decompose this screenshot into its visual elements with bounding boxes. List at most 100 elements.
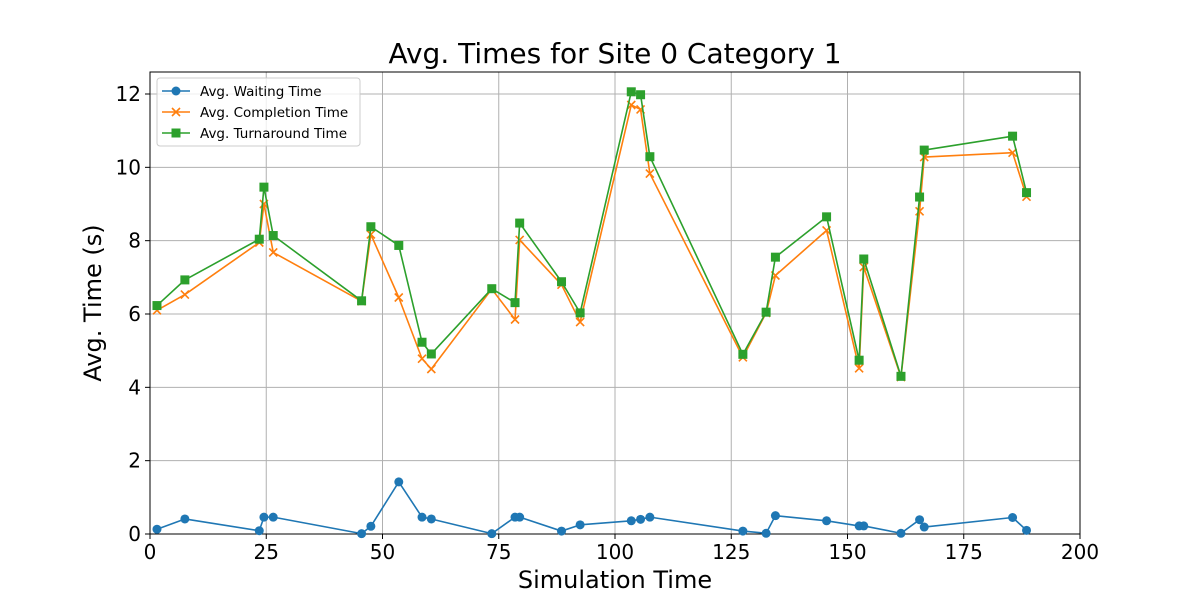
x-tick-label: 75 bbox=[486, 540, 511, 564]
legend: Avg. Waiting Time Avg. Completion Time Avg… bbox=[156, 77, 361, 147]
x-tick-label: 175 bbox=[945, 540, 983, 564]
data-point-avg-turnaround-time bbox=[575, 308, 585, 318]
data-point-avg-waiting-time bbox=[180, 514, 190, 524]
data-point-avg-completion-time bbox=[268, 247, 278, 257]
data-point-avg-turnaround-time bbox=[1022, 188, 1032, 198]
x-tick-label: 100 bbox=[596, 540, 634, 564]
data-point-avg-completion-time bbox=[854, 363, 864, 373]
data-point-avg-waiting-time bbox=[268, 512, 278, 522]
x-tick-label: 150 bbox=[828, 540, 866, 564]
legend-item: Avg. Completion Time bbox=[162, 105, 348, 121]
chart-title: Avg. Times for Site 0 Category 1 bbox=[388, 37, 841, 70]
data-point-avg-waiting-time bbox=[254, 526, 264, 536]
data-point-avg-completion-time bbox=[515, 235, 525, 245]
data-point-avg-turnaround-time bbox=[822, 212, 832, 222]
data-point-avg-waiting-time bbox=[366, 521, 376, 531]
data-point-avg-waiting-time bbox=[1022, 525, 1032, 535]
data-point-avg-completion-time bbox=[180, 290, 190, 300]
data-point-avg-turnaround-time bbox=[254, 234, 264, 244]
data-point-avg-turnaround-time bbox=[357, 296, 367, 306]
data-point-avg-waiting-time bbox=[770, 511, 780, 521]
legend-item: Avg. Waiting Time bbox=[162, 84, 322, 100]
data-point-avg-waiting-time bbox=[515, 512, 525, 522]
data-point-avg-waiting-time bbox=[575, 520, 585, 530]
data-point-avg-completion-time bbox=[366, 229, 376, 239]
data-point-avg-completion-time bbox=[510, 314, 520, 325]
x-tick-label: 0 bbox=[144, 540, 157, 564]
data-point-avg-turnaround-time bbox=[915, 192, 925, 202]
data-point-avg-waiting-time bbox=[259, 512, 269, 522]
data-point-avg-turnaround-time bbox=[896, 371, 906, 381]
y-tick-label: 4 bbox=[128, 375, 141, 399]
y-tick-label: 6 bbox=[128, 302, 141, 326]
data-point-avg-turnaround-time bbox=[268, 231, 278, 241]
data-point-avg-turnaround-time bbox=[557, 277, 567, 287]
legend-label: Avg. Completion Time bbox=[200, 105, 348, 121]
data-point-avg-waiting-time bbox=[896, 528, 906, 538]
data-point-avg-turnaround-time bbox=[738, 349, 748, 359]
y-tick-label: 12 bbox=[116, 82, 141, 106]
data-point-avg-waiting-time bbox=[738, 526, 748, 536]
data-point-avg-turnaround-time bbox=[180, 275, 190, 285]
y-tick-label: 0 bbox=[128, 522, 141, 546]
data-point-avg-turnaround-time bbox=[515, 218, 525, 228]
data-point-avg-turnaround-time bbox=[854, 355, 864, 365]
data-point-avg-turnaround-time bbox=[636, 90, 646, 100]
data-point-avg-completion-time bbox=[394, 292, 404, 303]
legend-box bbox=[156, 77, 361, 147]
data-point-avg-completion-time bbox=[575, 317, 585, 327]
data-point-avg-turnaround-time bbox=[919, 145, 929, 155]
y-tick-label: 2 bbox=[128, 449, 141, 473]
data-point-avg-completion-time bbox=[645, 169, 655, 179]
data-point-avg-waiting-time bbox=[487, 529, 497, 539]
data-point-avg-completion-time bbox=[426, 364, 436, 374]
data-point-avg-completion-time bbox=[417, 354, 427, 364]
x-tick-label: 50 bbox=[370, 540, 395, 564]
data-point-avg-waiting-time bbox=[394, 477, 404, 487]
data-point-avg-waiting-time bbox=[636, 514, 646, 524]
data-point-avg-waiting-time bbox=[152, 524, 162, 534]
data-point-avg-turnaround-time bbox=[1008, 131, 1018, 141]
y-axis-title: Avg. Time (s) bbox=[79, 224, 107, 381]
data-point-avg-waiting-time bbox=[822, 516, 832, 526]
series-avg-turnaround-time bbox=[152, 87, 1032, 381]
data-point-avg-turnaround-time bbox=[510, 298, 520, 308]
data-point-avg-waiting-time bbox=[626, 516, 636, 526]
y-tick-label: 8 bbox=[128, 229, 141, 253]
data-point-avg-waiting-time bbox=[859, 521, 869, 531]
data-point-avg-waiting-time bbox=[417, 512, 427, 522]
data-point-avg-turnaround-time bbox=[394, 240, 404, 250]
data-point-avg-waiting-time bbox=[357, 529, 367, 539]
data-point-avg-completion-time bbox=[915, 206, 925, 216]
data-point-avg-waiting-time bbox=[426, 514, 436, 524]
data-series bbox=[152, 87, 1032, 539]
data-point-avg-turnaround-time bbox=[152, 301, 162, 311]
legend-swatch-marker bbox=[171, 86, 181, 96]
data-point-avg-turnaround-time bbox=[259, 182, 269, 192]
data-point-avg-turnaround-time bbox=[487, 284, 497, 294]
data-point-avg-turnaround-time bbox=[626, 87, 636, 97]
axis-ticks: 0 25 50 75 100 125 150 175 200 0 2 4 6 8 10 12 bbox=[116, 82, 1100, 564]
legend-swatch-marker bbox=[171, 128, 181, 138]
x-tick-label: 200 bbox=[1061, 540, 1099, 564]
x-axis-title: Simulation Time bbox=[518, 566, 712, 594]
legend-label: Avg. Waiting Time bbox=[200, 84, 322, 100]
legend-item: Avg. Turnaround Time bbox=[162, 126, 347, 142]
data-point-avg-waiting-time bbox=[645, 512, 655, 522]
data-point-avg-turnaround-time bbox=[417, 337, 427, 347]
data-point-avg-turnaround-time bbox=[366, 222, 376, 232]
legend-label: Avg. Turnaround Time bbox=[200, 126, 347, 142]
data-point-avg-waiting-time bbox=[919, 522, 929, 532]
x-tick-label: 25 bbox=[254, 540, 279, 564]
data-point-avg-turnaround-time bbox=[426, 349, 436, 359]
data-point-avg-waiting-time bbox=[557, 526, 567, 536]
series-avg-waiting-time bbox=[152, 477, 1032, 539]
legend-swatch-marker bbox=[171, 107, 181, 117]
y-tick-label: 10 bbox=[116, 155, 141, 179]
data-point-avg-turnaround-time bbox=[770, 252, 780, 262]
data-point-avg-turnaround-time bbox=[645, 152, 655, 162]
data-point-avg-turnaround-time bbox=[859, 254, 869, 264]
data-point-avg-waiting-time bbox=[1008, 513, 1018, 522]
data-point-avg-waiting-time bbox=[761, 528, 771, 538]
